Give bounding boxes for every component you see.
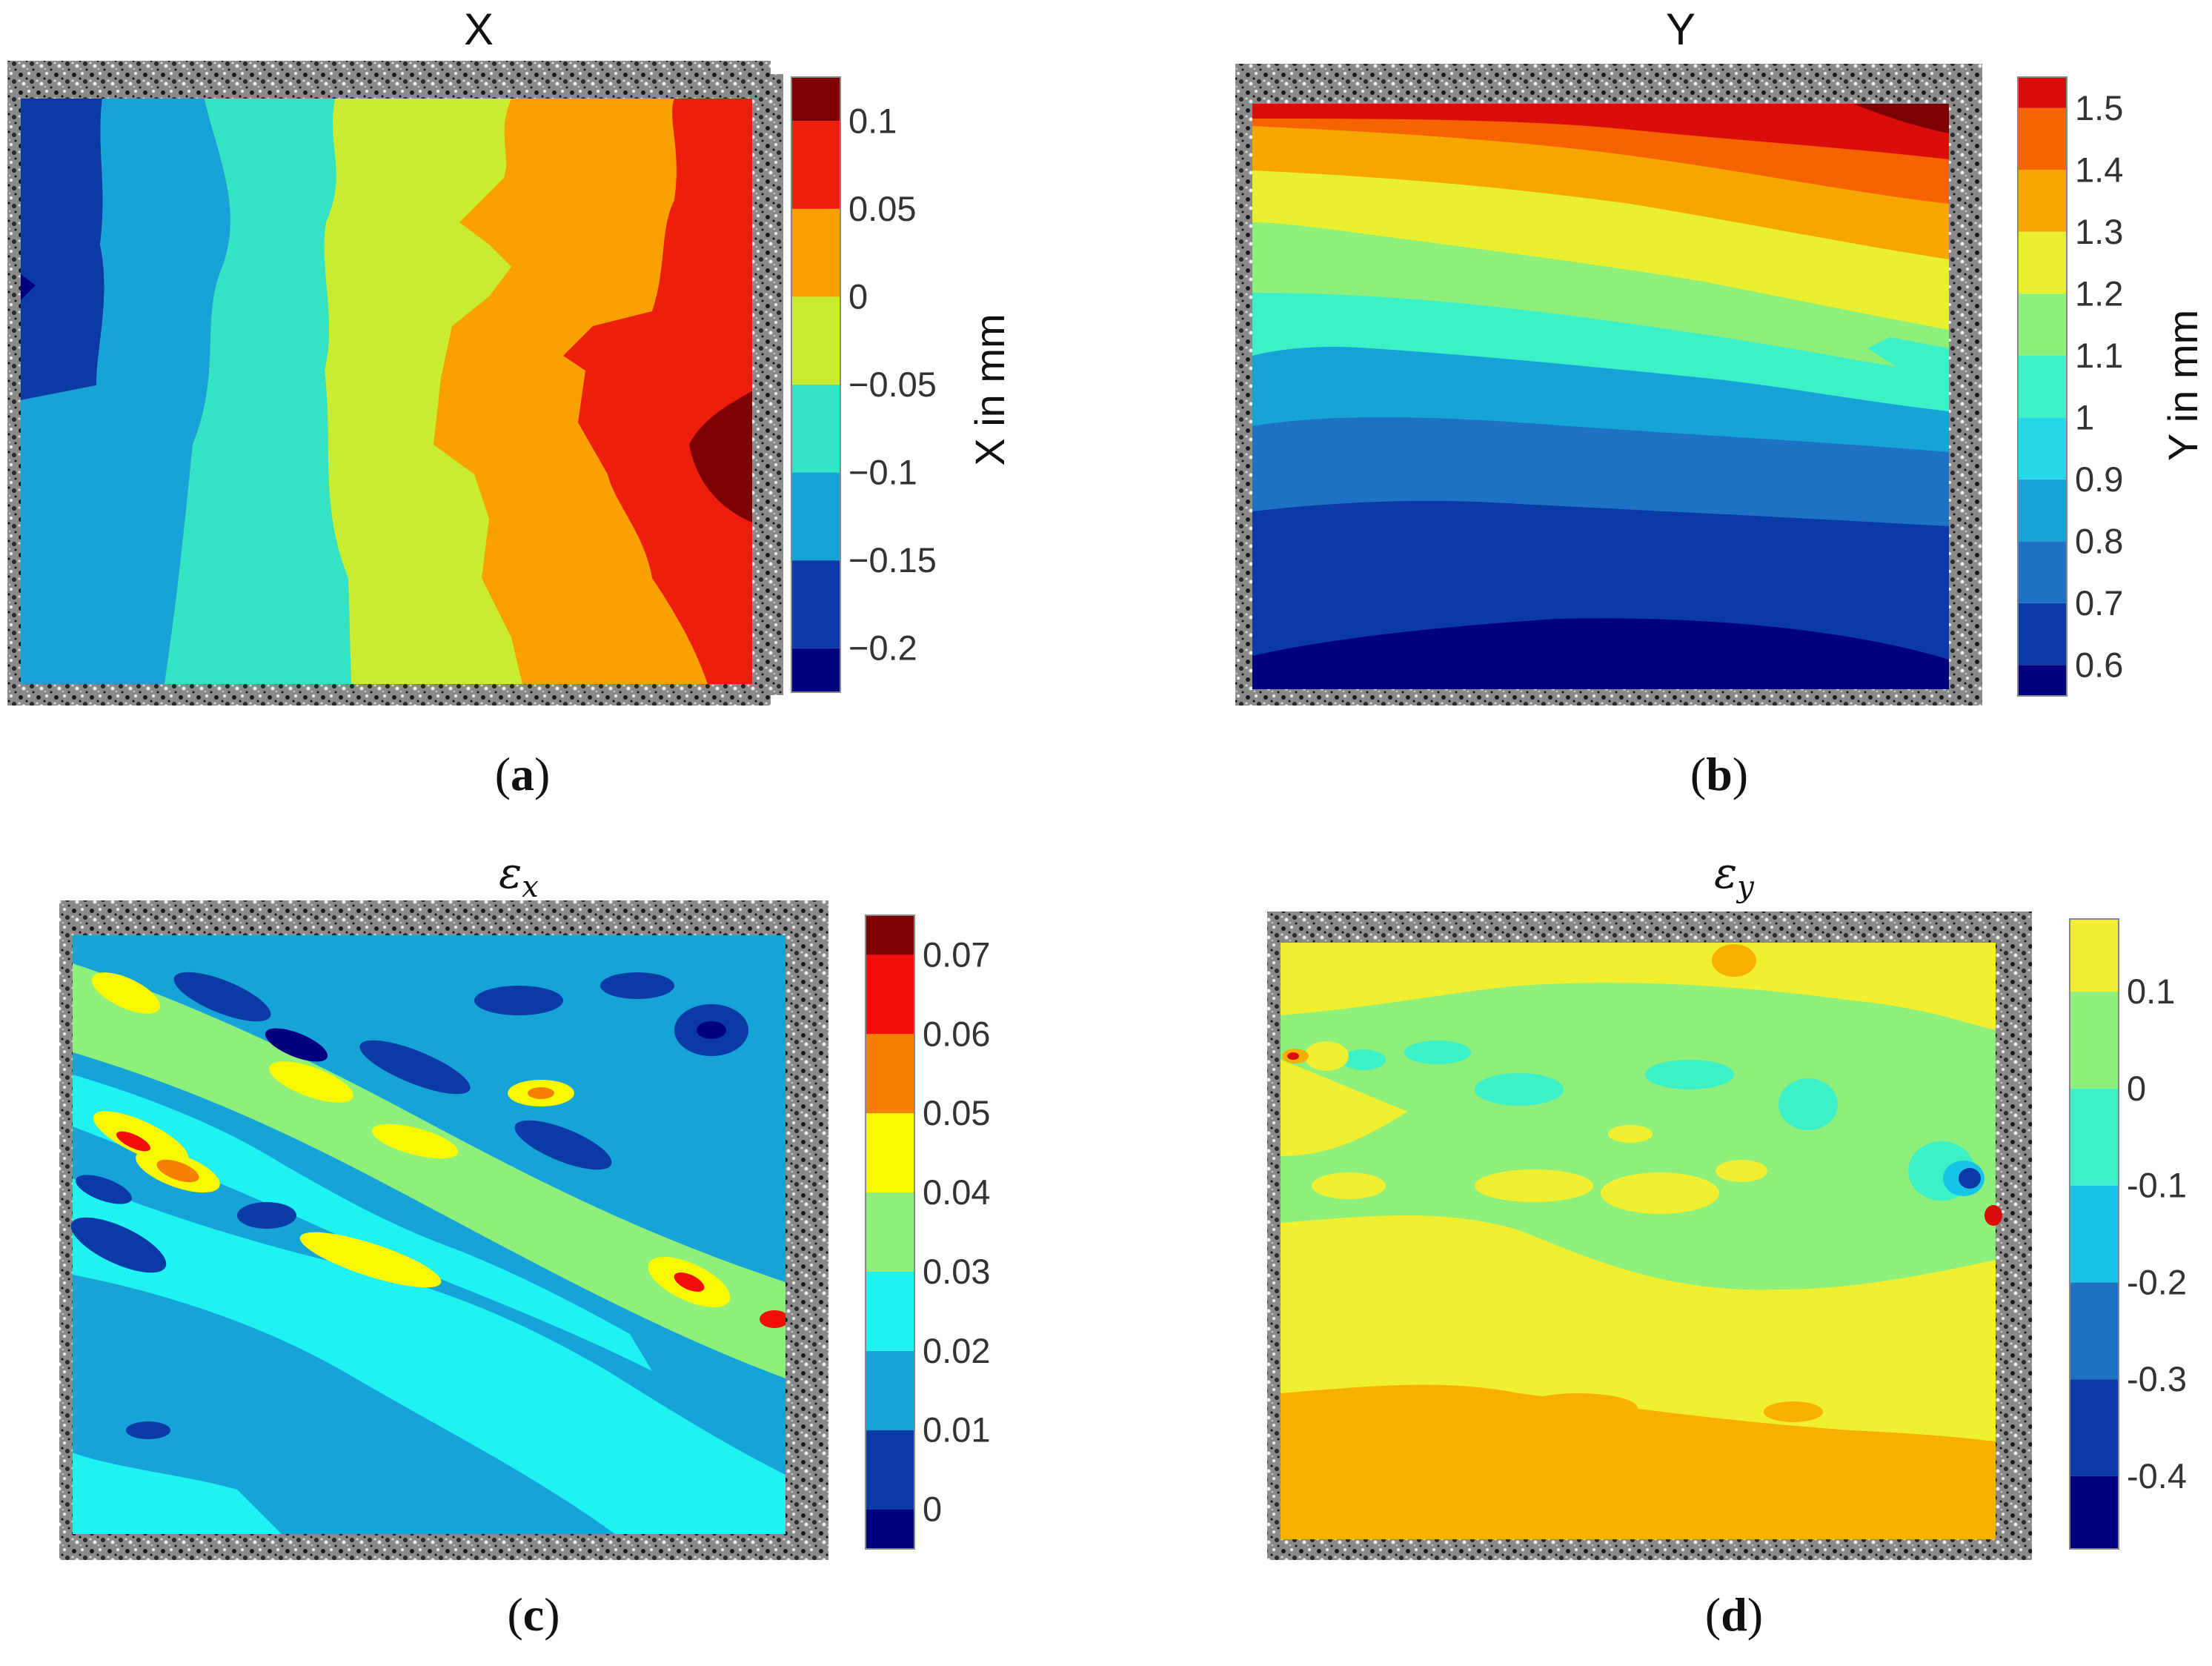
- colorbar-frame: [2069, 918, 2119, 1550]
- colorbar-segment: [2018, 417, 2067, 479]
- colorbar-segment: [2018, 603, 2067, 666]
- colorbar-segment: [2018, 665, 2067, 696]
- colorbar-segment: [866, 1430, 914, 1510]
- colorbar-segment: [2018, 170, 2067, 232]
- colorbar-segment: [2070, 1282, 2119, 1380]
- colorbar-tick-label: 0.7: [2075, 583, 2123, 623]
- colorbar-segment: [866, 1509, 914, 1549]
- colorbar-segment: [791, 208, 840, 297]
- caption-d: (d): [1705, 1588, 1763, 1641]
- colorbar-tick-label: 0.1: [2127, 972, 2175, 1011]
- colorbar-tick-label: 0.02: [923, 1331, 990, 1370]
- colorbar-tick-label: 0: [2127, 1069, 2146, 1108]
- colorbar-tick-label: 0.06: [923, 1014, 990, 1053]
- title-c: εx: [499, 848, 539, 904]
- colorbar-segment: [791, 121, 840, 209]
- colorbar-segment: [2018, 479, 2067, 542]
- colorbar-segment: [791, 385, 840, 473]
- colorbar-segment: [2018, 107, 2067, 170]
- colorbar-tick-label: 0.03: [923, 1252, 990, 1291]
- colorbar-c: 0 0.01 0.02 0.03 0.04 0.05 0.06 0.07: [865, 915, 990, 1550]
- contour-plot-b: [1252, 104, 1949, 689]
- colorbar-frame: [791, 76, 841, 693]
- colorbar-segment: [2018, 231, 2067, 294]
- colorbar-d: -0.4 -0.3 -0.2 -0.1 0 0.1: [2069, 918, 2187, 1550]
- colorbar-tick-label: 0.6: [2075, 645, 2123, 684]
- colorbar-segment: [866, 915, 914, 955]
- colorbar-segment: [791, 472, 840, 561]
- colorbar-segment: [2018, 355, 2067, 418]
- colorbar-tick-label: 0: [923, 1490, 942, 1529]
- colorbar-segment: [2018, 293, 2067, 356]
- contour-plot-a: [21, 99, 762, 684]
- speckle-right-edge-a: [752, 74, 783, 695]
- colorbar-tick-label: 1.4: [2075, 150, 2123, 189]
- colorbar-tick-label: 0.04: [923, 1172, 990, 1212]
- colorbar-tick-label: 0.07: [923, 935, 990, 974]
- colorbar-a: −0.2 −0.15 −0.1 −0.05 0 0.05 0.1: [791, 76, 937, 693]
- panel-d: εy -0.4 -0.3 -0.2 -0.1 0: [1267, 848, 2187, 1641]
- caption-a: (a): [495, 748, 551, 800]
- colorbar-frame: [865, 915, 915, 1550]
- colorbar-tick-label: 1.1: [2075, 336, 2123, 375]
- colorbar-segment: [791, 560, 840, 648]
- colorbar-segment: [791, 296, 840, 385]
- colorbar-frame: [2017, 76, 2067, 697]
- colorbar-tick-label: -0.2: [2127, 1262, 2187, 1301]
- colorbar-segment: [2070, 992, 2119, 1089]
- colorbar-segment: [866, 1034, 914, 1114]
- title-b: Y: [1666, 4, 1695, 54]
- colorbar-segment: [791, 77, 840, 122]
- colorbar-segment: [2070, 1379, 2119, 1476]
- colorbar-segment: [866, 1271, 914, 1351]
- colorbar-tick-label: −0.2: [848, 628, 917, 668]
- colorbar-segment: [2018, 541, 2067, 603]
- colorbar-segment: [866, 1192, 914, 1272]
- colorbar-segment: [866, 1113, 914, 1193]
- panel-a: X −0.2 −0.15 −0.1 −0.05 0 0.05 0.1 X in mm (a): [7, 4, 1013, 800]
- colorbar-tick-label: 1.2: [2075, 273, 2123, 313]
- colorbar-tick-label: 0.05: [923, 1093, 990, 1132]
- colorbar-tick-label: 0: [848, 276, 868, 316]
- colorbar-b: 0.6 0.7 0.8 0.9 1 1.1 1.2 1.3 1.4 1.5: [2017, 76, 2123, 697]
- colorbar-segment: [2070, 1088, 2119, 1186]
- colorbar-segment: [791, 648, 840, 692]
- colorbar-segment: [866, 955, 914, 1035]
- colorbar-tick-label: −0.15: [848, 540, 937, 580]
- colorbar-tick-label: 0.9: [2075, 459, 2123, 499]
- colorbar-tick-label: -0.1: [2127, 1166, 2187, 1205]
- title-a: X: [464, 4, 494, 54]
- colorbar-tick-label: 1.3: [2075, 212, 2123, 251]
- colorbar-tick-label: 1: [2075, 397, 2094, 437]
- title-d: εy: [1714, 848, 1755, 904]
- colorbar-tick-label: 0.01: [923, 1410, 990, 1450]
- colorbar-tick-label: 1.5: [2075, 88, 2123, 127]
- colorbar-segment: [2070, 1185, 2119, 1283]
- colorbar-segment: [2070, 919, 2119, 992]
- colorbar-tick-label: -0.4: [2127, 1456, 2187, 1496]
- colorbar-segment: [866, 1350, 914, 1430]
- caption-b: (b): [1690, 748, 1748, 800]
- panel-c: εx: [59, 848, 990, 1641]
- colorbar-tick-label: 0.1: [848, 101, 897, 140]
- colorbar-segment: [2018, 77, 2067, 108]
- colorbar-tick-label: −0.1: [848, 453, 917, 492]
- colorbar-tick-label: 0.05: [848, 189, 916, 228]
- colorbar-tick-label: −0.05: [848, 365, 937, 404]
- colorbar-label-a: X in mm: [966, 313, 1013, 465]
- caption-c: (c): [507, 1588, 559, 1641]
- contour-plot-c: [70, 935, 789, 1534]
- speckle-right-edge-c: [786, 919, 819, 1549]
- colorbar-tick-label: -0.3: [2127, 1359, 2187, 1398]
- colorbar-tick-label: 0.8: [2075, 521, 2123, 560]
- panel-b: Y 0.6 0.7 0.8 0.9 1 1.1 1.2 1.3 1.4 1.5 Y in mm (…: [1235, 4, 2206, 800]
- contour-plot-d: [1281, 943, 2002, 1539]
- colorbar-segment: [2070, 1476, 2119, 1549]
- colorbar-label-b: Y in mm: [2159, 310, 2206, 461]
